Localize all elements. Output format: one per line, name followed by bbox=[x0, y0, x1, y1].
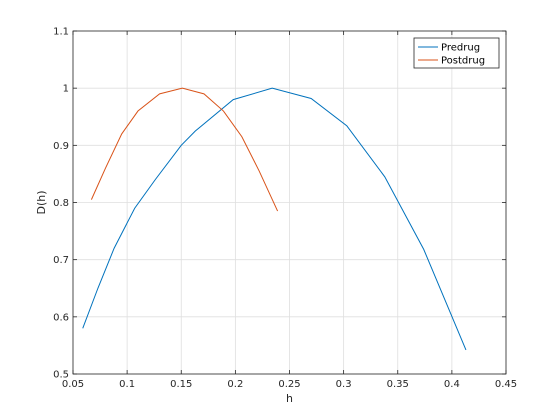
y-tick-label: 0.6 bbox=[53, 312, 69, 323]
y-tick-label: 0.9 bbox=[53, 141, 69, 152]
grid bbox=[72, 30, 507, 375]
series-line-postdrug bbox=[90, 87, 279, 212]
x-tick-label: 0.2 bbox=[227, 379, 243, 390]
y-tick-label: 0.5 bbox=[53, 370, 69, 381]
x-tick-label: 0.05 bbox=[62, 379, 84, 390]
x-tick-label: 0.4 bbox=[444, 379, 460, 390]
y-tick-label: 1 bbox=[63, 84, 69, 95]
legend: Predrug Postdrug bbox=[413, 37, 500, 69]
x-tick-label: 0.3 bbox=[336, 379, 352, 390]
x-axis-label: h bbox=[286, 392, 293, 405]
legend-label-postdrug: Postdrug bbox=[441, 56, 485, 67]
x-tick-label: 0.35 bbox=[387, 379, 409, 390]
ticks: 0.05 0.1 0.15 0.2 0.25 0.3 0.35 0.4 0.45 0.5 0.6 0.… bbox=[53, 27, 517, 391]
x-tick-label: 0.1 bbox=[119, 379, 135, 390]
series-layer bbox=[82, 87, 467, 351]
x-tick-label: 0.25 bbox=[278, 379, 300, 390]
series-line-predrug bbox=[82, 87, 467, 351]
y-tick-label: 0.7 bbox=[53, 255, 69, 266]
legend-label-predrug: Predrug bbox=[441, 43, 480, 54]
x-tick-label: 0.45 bbox=[495, 379, 517, 390]
y-tick-label: 1.1 bbox=[53, 27, 69, 38]
y-tick-label: 0.8 bbox=[53, 198, 69, 209]
y-axis-label: D(h) bbox=[35, 190, 48, 214]
x-tick-label: 0.15 bbox=[170, 379, 192, 390]
legend-box bbox=[413, 37, 500, 69]
